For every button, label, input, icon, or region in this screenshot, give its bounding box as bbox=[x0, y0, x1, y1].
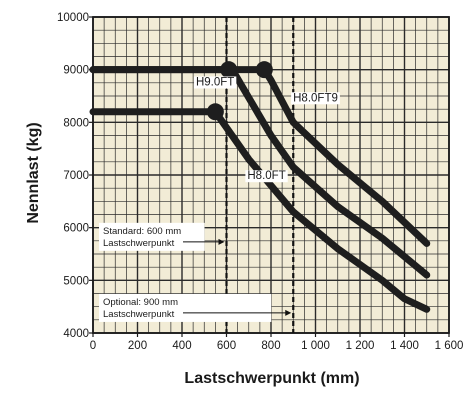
annotation-text: Optional: 900 mm bbox=[103, 297, 178, 308]
x-axis-title: Lastschwerpunkt (mm) bbox=[184, 370, 359, 387]
y-tick-label: 6000 bbox=[63, 223, 89, 235]
series-label-H8.0FT: H8.0FT bbox=[247, 170, 285, 182]
series-label-H9.0FT: H9.0FT bbox=[196, 76, 234, 88]
y-tick-label: 5000 bbox=[63, 275, 89, 287]
series-marker-H8.0FT bbox=[207, 103, 224, 120]
y-tick-label: 10000 bbox=[57, 12, 89, 24]
x-tick-label: 1 000 bbox=[301, 340, 330, 352]
y-tick-label: 4000 bbox=[63, 328, 89, 340]
y-axis-title: Nennlast (kg) bbox=[25, 122, 42, 223]
series-marker-H8.0FT9 bbox=[256, 61, 273, 78]
annotation-text: Standard: 600 mm bbox=[103, 226, 181, 237]
annotation-text: Lastschwerpunkt bbox=[103, 309, 175, 320]
annotation-text: Lastschwerpunkt bbox=[103, 238, 175, 249]
x-tick-label: 200 bbox=[128, 340, 147, 352]
series-label-H8.0FT9: H8.0FT9 bbox=[293, 92, 338, 104]
x-tick-label: 600 bbox=[217, 340, 236, 352]
x-tick-label: 800 bbox=[261, 340, 280, 352]
x-tick-label: 1 200 bbox=[346, 340, 375, 352]
y-tick-label: 8000 bbox=[63, 117, 89, 129]
y-tick-label: 7000 bbox=[63, 170, 89, 182]
x-tick-label: 1 400 bbox=[390, 340, 419, 352]
x-tick-label: 1 600 bbox=[435, 340, 464, 352]
x-tick-label: 0 bbox=[90, 340, 96, 352]
y-tick-label: 9000 bbox=[63, 65, 89, 77]
x-tick-label: 400 bbox=[172, 340, 191, 352]
